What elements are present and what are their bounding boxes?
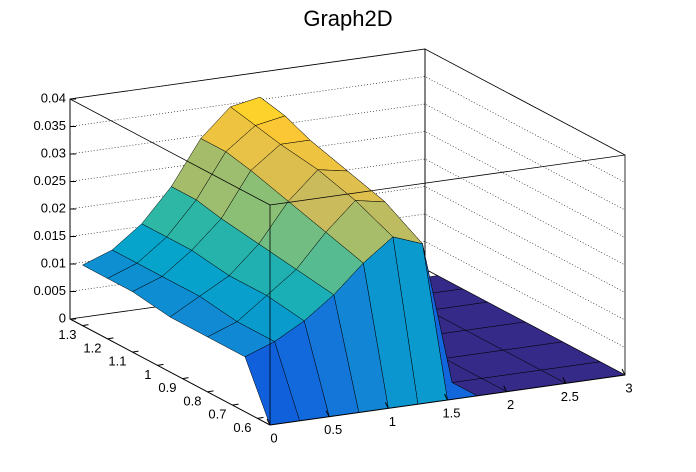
y-tick (232, 403, 239, 406)
x-tick-label: 3 (625, 380, 632, 395)
y-tick (157, 363, 164, 366)
y-tick-label: 1.3 (58, 327, 76, 342)
z-tick-label: 0.005 (33, 283, 66, 298)
y-tick (82, 324, 89, 327)
y-tick (257, 416, 264, 419)
y-tick (107, 337, 114, 340)
y-tick-label: 1 (144, 367, 151, 382)
z-tick-label: 0.02 (41, 200, 66, 215)
surface (81, 96, 626, 426)
x-tick (503, 385, 508, 392)
x-tick-label: 1 (389, 414, 396, 429)
y-tick (207, 390, 214, 393)
x-tick-label: 0.5 (324, 422, 342, 437)
y-axis (69, 318, 271, 426)
z-tick-label: 0.01 (41, 255, 66, 270)
x-tick (266, 418, 271, 426)
y-tick-label: 0.6 (233, 420, 251, 435)
x-tick (325, 410, 330, 417)
y-tick (182, 377, 189, 380)
z-tick-label: 0.04 (41, 90, 66, 105)
axes: 0 0.005 0.01 0.015 0.02 0.025 0.03 0.035 0.04 0.6… (33, 90, 632, 445)
x-tick (384, 402, 389, 409)
x-tick-label: 1.5 (442, 405, 460, 420)
x-tick-label: 2 (507, 397, 514, 412)
x-tick-label: 2.5 (561, 389, 579, 404)
z-tick-label: 0.015 (33, 228, 66, 243)
y-tick-label: 1.2 (83, 340, 101, 355)
z-tick-label: 0.03 (41, 145, 66, 160)
y-tick-label: 0.9 (158, 380, 176, 395)
x-tick (444, 393, 448, 401)
x-tick (562, 377, 567, 384)
x-tick (621, 368, 626, 376)
box-edge (69, 98, 626, 206)
y-tick (132, 350, 139, 353)
chart-title: Graph2D (303, 6, 392, 31)
z-tick-label: 0.035 (33, 118, 66, 133)
z-tick-label: 0.025 (33, 173, 66, 188)
x-tick-label: 0 (270, 430, 277, 445)
y-tick-label: 1.1 (108, 354, 126, 369)
y-tick-label: 0.7 (208, 407, 226, 422)
z-tick-label: 0 (59, 310, 66, 325)
y-tick-label: 0.8 (183, 393, 201, 408)
